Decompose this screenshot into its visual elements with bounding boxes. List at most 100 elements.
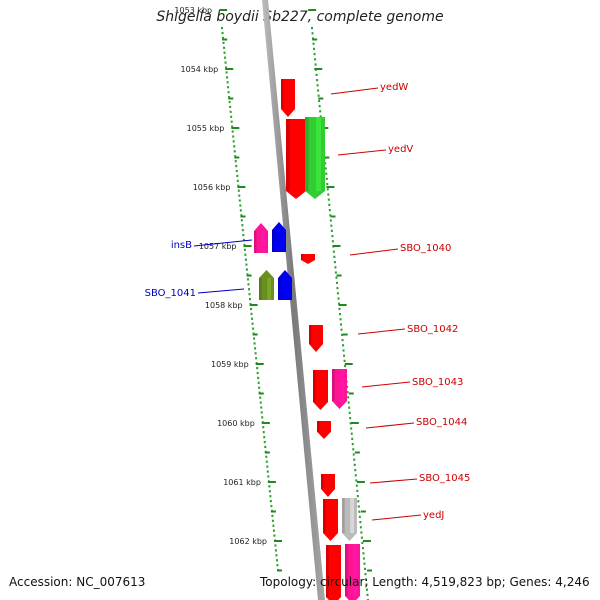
gene-yedJ-partner[interactable]: [342, 498, 357, 541]
gene-shadow: [281, 79, 284, 109]
gene-insB[interactable]: [254, 223, 268, 253]
ruler-right-dot: [311, 32, 314, 35]
ruler-left-dot: [251, 317, 254, 320]
ruler-major-tick: [274, 540, 283, 542]
gene-arrow[interactable]: [305, 117, 325, 199]
gene-highlight: [328, 474, 333, 489]
gene-label[interactable]: SBO_1042: [407, 324, 458, 335]
ruler-left-dot: [236, 174, 239, 178]
ruler-minor-tick-right: [348, 392, 354, 395]
ruler-major-tick-right: [338, 304, 347, 306]
gene-arrow[interactable]: [317, 421, 331, 439]
ruler-tick-label: 1056 kbp: [193, 183, 231, 192]
gene-label[interactable]: SBO_1044: [416, 417, 467, 428]
gene-SBO_1040[interactable]: [301, 254, 315, 264]
backbone: [262, 0, 325, 600]
gene-arrow[interactable]: [345, 544, 360, 600]
ruler-right-dot: [313, 47, 316, 50]
ruler-right-dot: [362, 552, 365, 555]
gene-highlight: [353, 544, 357, 596]
gene-highlight: [261, 231, 266, 253]
gene-arrow[interactable]: [342, 498, 357, 541]
gene-label-leader: [357, 328, 406, 335]
ruler-right-dot: [364, 573, 367, 576]
gene-arrow[interactable]: [272, 222, 286, 252]
gene-label[interactable]: insB: [171, 240, 192, 251]
ruler-left-dot: [248, 293, 251, 296]
gene-arrow[interactable]: [321, 474, 335, 497]
gene-label-leader: [197, 288, 245, 294]
gene-arrow[interactable]: [332, 369, 347, 409]
ruler-left-dot: [250, 307, 253, 311]
gene-yedV[interactable]: [286, 119, 306, 199]
gene-highlight: [331, 499, 335, 533]
ruler-right-dot: [336, 292, 339, 295]
gene-arrow[interactable]: [259, 270, 274, 300]
ruler-right-dot: [332, 250, 335, 253]
gene-label[interactable]: SBO_1040: [400, 243, 451, 254]
ruler-right-dot: [344, 365, 347, 368]
ruler-left-dot: [228, 100, 231, 104]
ruler-right-dot: [342, 349, 345, 352]
ruler-right-dot: [343, 359, 346, 362]
gene-arrow[interactable]: [278, 270, 292, 300]
gene-arrow[interactable]: [323, 499, 338, 541]
ruler-right-dot: [312, 42, 315, 45]
gene-arrow[interactable]: [326, 545, 341, 600]
ruler-left-dot: [227, 86, 230, 89]
ruler-major-tick-right: [350, 422, 359, 424]
ruler-left-dot: [275, 554, 278, 557]
gene-shadow: [309, 325, 312, 344]
gene-label[interactable]: yedW: [380, 82, 408, 93]
gene-SBO_1043-partner[interactable]: [332, 369, 347, 409]
ruler-left-dot: [227, 91, 230, 94]
gene-bottom-2[interactable]: [345, 544, 360, 600]
gene-yedJ[interactable]: [323, 499, 338, 541]
gene-label[interactable]: SBO_1045: [419, 473, 470, 484]
ruler-left-dot: [241, 224, 244, 227]
gene-label-leader: [337, 149, 387, 156]
gene-SBO_1044[interactable]: [317, 421, 331, 439]
ruler-major-tick: [255, 363, 264, 365]
ruler-major-tick-right: [326, 186, 335, 188]
ruler-right-dot: [354, 469, 357, 472]
gene-arrow[interactable]: [313, 370, 328, 410]
ruler-major-tick: [219, 9, 228, 11]
gene-SBO_1045[interactable]: [321, 474, 335, 497]
ruler-left-dot: [271, 519, 274, 522]
ruler-right-dot: [348, 406, 351, 409]
gene-bottom-1[interactable]: [326, 545, 341, 600]
ruler-minor-tick-right: [312, 38, 318, 41]
ruler-minor-tick: [270, 510, 276, 513]
gene-label[interactable]: yedV: [388, 144, 413, 155]
ruler-right-dot: [336, 287, 339, 290]
gene-highlight: [321, 370, 325, 402]
ruler-right-dot: [339, 313, 341, 316]
gene-arrow[interactable]: [286, 119, 306, 199]
gene-arrow[interactable]: [301, 254, 315, 264]
gene-SBO_1043[interactable]: [313, 370, 328, 410]
ruler-major-tick: [237, 186, 246, 188]
gene-SBO_1041[interactable]: [259, 270, 274, 300]
gene-yedW[interactable]: [281, 79, 295, 117]
genome-backbone: [262, 0, 325, 600]
gene-yedV-partner[interactable]: [305, 117, 325, 199]
gene-label[interactable]: SBO_1043: [412, 377, 463, 388]
gene-arrow[interactable]: [309, 325, 323, 352]
ruler-left-dot: [271, 514, 274, 517]
gene-SBO_1041-partner[interactable]: [278, 270, 292, 300]
gene-SBO_1042[interactable]: [309, 325, 323, 352]
gene-highlight: [340, 369, 344, 401]
ruler-left-dot: [244, 258, 247, 261]
ruler-left-dot: [222, 41, 225, 44]
gene-label[interactable]: SBO_1041: [145, 288, 196, 299]
gene-insB-partner[interactable]: [272, 222, 286, 252]
ruler-right-dot: [347, 401, 350, 404]
ruler-right-dot: [316, 84, 319, 87]
ruler-left-dot: [226, 81, 229, 84]
gene-label[interactable]: yedJ: [423, 510, 444, 521]
gene-arrow[interactable]: [281, 79, 295, 117]
ruler-left-dot: [253, 337, 256, 340]
gene-arrow[interactable]: [254, 223, 268, 253]
